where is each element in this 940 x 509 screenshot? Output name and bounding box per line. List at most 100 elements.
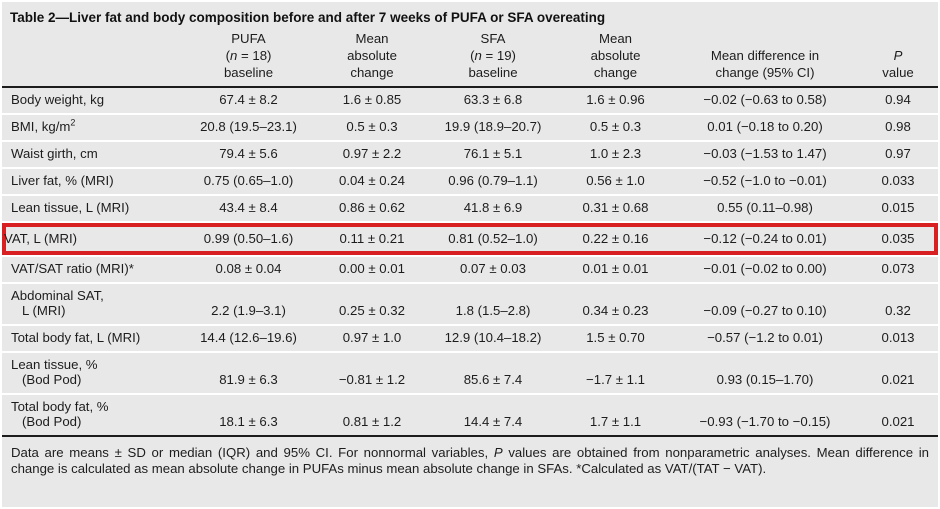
- cell-value: 0.81 ± 1.2: [317, 393, 427, 437]
- table-row: Total body fat, % (Bod Pod) 18.1 ± 6.3 0.81…: [2, 393, 938, 437]
- cell-value: 0.04 ± 0.24: [317, 167, 427, 194]
- cell-value: 14.4 (12.6–19.6): [180, 324, 317, 351]
- cell-value: 0.01 (−0.18 to 0.20): [672, 113, 858, 140]
- cell-value: 0.75 (0.65–1.0): [180, 167, 317, 194]
- row-label: VAT/SAT ratio (MRI)*: [2, 255, 180, 282]
- cell-value: 0.32: [858, 282, 938, 324]
- cell-value: 0.25 ± 0.32: [317, 282, 427, 324]
- cell-value: 81.9 ± 6.3: [180, 351, 317, 393]
- cell-value: −0.03 (−1.53 to 1.47): [672, 140, 858, 167]
- cell-value: 2.2 (1.9–3.1): [180, 282, 317, 324]
- table-row: Liver fat, % (MRI) 0.75 (0.65–1.0) 0.04 ± …: [2, 167, 938, 194]
- cell-value: 1.7 ± 1.1: [559, 393, 672, 437]
- cell-value: −0.93 (−1.70 to −0.15): [672, 393, 858, 437]
- cell-value: 67.4 ± 8.2: [219, 92, 278, 107]
- cell-value: 0.013: [858, 324, 938, 351]
- cell-value: 19.9 (18.9–20.7): [427, 113, 559, 140]
- cell-value: 0.97 ± 1.0: [317, 324, 427, 351]
- cell-value: 20.8 (19.5–23.1): [180, 113, 317, 140]
- table-row: Waist girth, cm 79.4 ± 5.6 0.97 ± 2.2 76.1 …: [2, 140, 938, 167]
- cell-value: 0.01 ± 0.01: [559, 255, 672, 282]
- data-table: PUFA (n = 18) baseline Mean absolute change SF…: [2, 30, 938, 437]
- table-row: Body weight, kg 67.4 ± 8.2 1.6 ± 0.85 63.3 …: [2, 88, 938, 113]
- table-row: Lean tissue, L (MRI) 43.4 ± 8.4 0.86 ± 0.6…: [2, 194, 938, 221]
- row-label: VAT, L (MRI): [2, 221, 180, 255]
- cell-value: 0.98: [858, 113, 938, 140]
- cell-value: −1.7 ± 1.1: [559, 351, 672, 393]
- cell-value: 0.34 ± 0.23: [559, 282, 672, 324]
- cell-value: 79.4 ± 5.6: [180, 140, 317, 167]
- cell-value: −0.57 (−1.2 to 0.01): [672, 324, 858, 351]
- row-label: Total body fat, % (Bod Pod): [2, 393, 180, 437]
- table-row: Abdominal SAT, L (MRI) 2.2 (1.9–3.1) 0.25 ±…: [2, 282, 938, 324]
- table-title: Table 2—Liver fat and body composition b…: [10, 10, 606, 25]
- cell-value: 0.08 ± 0.04: [180, 255, 317, 282]
- cell-value: 14.4 ± 7.4: [427, 393, 559, 437]
- cell-value: 0.31 ± 0.68: [559, 194, 672, 221]
- cell-value: 0.86 ± 0.62: [317, 194, 427, 221]
- cell-value: 1.5 ± 0.70: [559, 324, 672, 351]
- cell-value: 43.4 ± 8.4: [180, 194, 317, 221]
- cell-value: 0.97: [858, 140, 938, 167]
- cell-value: 12.9 (10.4–18.2): [427, 324, 559, 351]
- cell-value: 0.07 ± 0.03: [427, 255, 559, 282]
- table-row: Lean tissue, % (Bod Pod) 81.9 ± 6.3 −0.81 ±…: [2, 351, 938, 393]
- cell-value: 0.97 ± 2.2: [317, 140, 427, 167]
- cell-value: 0.56 ± 1.0: [559, 167, 672, 194]
- cell-value: 0.033: [858, 167, 938, 194]
- row-label: Lean tissue, % (Bod Pod): [2, 351, 180, 393]
- row-label: Waist girth, cm: [2, 140, 180, 167]
- cell-value: 0.93 (0.15–1.70): [672, 351, 858, 393]
- cell-value: −0.12 (−0.24 to 0.01): [672, 221, 858, 255]
- table-row: Total body fat, L (MRI) 14.4 (12.6–19.6) 0…: [2, 324, 938, 351]
- cell-value: 0.5 ± 0.3: [317, 113, 427, 140]
- column-header-measure: [2, 30, 180, 88]
- table-footnote: Data are means ± SD or median (IQR) and …: [11, 445, 929, 476]
- column-header-sfa-baseline: SFA (n = 19) baseline: [427, 30, 559, 88]
- cell-value: −0.52 (−1.0 to −0.01): [672, 167, 858, 194]
- cell-value: 0.22 ± 0.16: [559, 221, 672, 255]
- cell-value: 0.021: [858, 351, 938, 393]
- cell-value: 0.94: [885, 92, 911, 107]
- row-label: Liver fat, % (MRI): [2, 167, 180, 194]
- cell-value: 1.8 (1.5–2.8): [427, 282, 559, 324]
- cell-value: −0.01 (−0.02 to 0.00): [672, 255, 858, 282]
- cell-value: 0.5 ± 0.3: [559, 113, 672, 140]
- cell-value: 85.6 ± 7.4: [427, 351, 559, 393]
- cell-value: 1.0 ± 2.3: [559, 140, 672, 167]
- cell-value: 41.8 ± 6.9: [427, 194, 559, 221]
- table-row: BMI, kg/m2 20.8 (19.5–23.1) 0.5 ± 0.3 19.9 …: [2, 113, 938, 140]
- cell-value: 0.55 (0.11–0.98): [672, 194, 858, 221]
- cell-value: 1.6 ± 0.85: [342, 92, 402, 107]
- cell-value: 0.00 ± 0.01: [317, 255, 427, 282]
- header-row: PUFA (n = 18) baseline Mean absolute change SF…: [2, 30, 938, 88]
- column-header-pufa-baseline: PUFA (n = 18) baseline: [180, 30, 317, 88]
- column-header-sfa-mean-absolute-change: Mean absolute change: [559, 30, 672, 88]
- cell-value: 76.1 ± 5.1: [427, 140, 559, 167]
- row-label: BMI, kg/m2: [2, 113, 180, 140]
- cell-value: 0.99 (0.50–1.6): [180, 221, 317, 255]
- cell-value: −0.81 ± 1.2: [317, 351, 427, 393]
- table-row-highlighted: VAT, L (MRI) 0.99 (0.50–1.6) 0.11 ± 0.21 0.…: [2, 221, 938, 255]
- row-label: Body weight, kg: [11, 92, 105, 107]
- cell-value: −0.09 (−0.27 to 0.10): [672, 282, 858, 324]
- cell-value: 0.96 (0.79–1.1): [427, 167, 559, 194]
- cell-value: 1.6 ± 0.96: [586, 92, 645, 107]
- cell-value: −0.02 (−0.63 to 0.58): [703, 92, 827, 107]
- cell-value: 0.11 ± 0.21: [317, 221, 427, 255]
- cell-value: 18.1 ± 6.3: [180, 393, 317, 437]
- cell-value: 0.021: [858, 393, 938, 437]
- table-row: VAT/SAT ratio (MRI)* 0.08 ± 0.04 0.00 ± 0.…: [2, 255, 938, 282]
- column-header-mean-difference: Mean difference in change (95% CI): [672, 30, 858, 88]
- row-label: Abdominal SAT, L (MRI): [2, 282, 180, 324]
- cell-value: 0.073: [858, 255, 938, 282]
- column-header-pufa-mean-absolute-change: Mean absolute change: [317, 30, 427, 88]
- row-label: Total body fat, L (MRI): [2, 324, 180, 351]
- table-body: Body weight, kg 67.4 ± 8.2 1.6 ± 0.85 63.3 …: [2, 88, 938, 437]
- cell-value: 0.81 (0.52–1.0): [427, 221, 559, 255]
- row-label: Lean tissue, L (MRI): [2, 194, 180, 221]
- cell-value: 63.3 ± 6.8: [463, 92, 523, 107]
- cell-value: 0.015: [858, 194, 938, 221]
